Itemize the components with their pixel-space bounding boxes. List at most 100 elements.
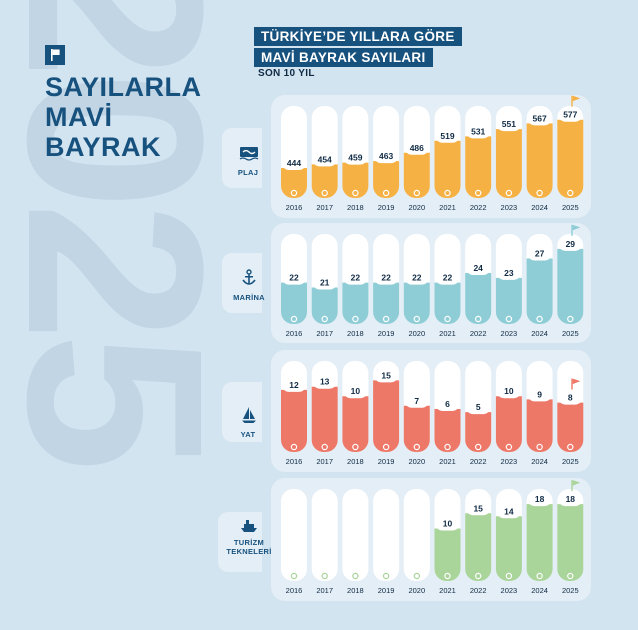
- year-label: 2023: [501, 203, 518, 212]
- year-label: 2022: [470, 586, 487, 595]
- value-label: 459: [348, 153, 362, 163]
- year-label: 2019: [378, 586, 395, 595]
- value-label-bg: [282, 156, 306, 171]
- bar-marker: [290, 189, 298, 197]
- bar: [465, 136, 492, 198]
- bar-slot: [342, 489, 369, 581]
- value-label: 5: [476, 402, 481, 412]
- category-label: MARİNA: [233, 293, 265, 302]
- value-label: 23: [504, 268, 514, 278]
- bar-marker: [505, 443, 513, 451]
- value-label: 10: [351, 386, 361, 396]
- flag-pole: [571, 378, 573, 390]
- bar: [281, 389, 307, 452]
- bar-marker: [290, 443, 298, 451]
- value-label-bg: [527, 387, 552, 402]
- value-label: 454: [318, 154, 332, 164]
- bar: [465, 273, 492, 324]
- highlight-flag-icon: [572, 480, 581, 486]
- flag-pole: [571, 224, 573, 236]
- anchor-icon: [242, 269, 256, 285]
- value-label: 29: [566, 239, 576, 249]
- bar: [434, 140, 461, 198]
- year-label: 2025: [562, 586, 579, 595]
- bar: [434, 408, 461, 452]
- category-label: YAT: [240, 430, 256, 439]
- value-label-bg: [466, 400, 491, 415]
- bar: [526, 258, 553, 324]
- chart-3: 2016 2017 2018 2019 2020 10 2021 15 2022 14 2023 18…: [281, 480, 584, 595]
- bar-marker: [475, 189, 482, 197]
- bar: [557, 504, 584, 581]
- bar-marker: [567, 572, 574, 580]
- value-label: 10: [443, 519, 453, 529]
- bar-marker: [475, 443, 482, 451]
- bar: [495, 277, 522, 324]
- value-label: 7: [414, 396, 419, 406]
- value-label: 22: [351, 273, 361, 283]
- chart-0: 444 2016 454 2017 459 2018 463 2019 486 2020 519 20…: [281, 95, 584, 212]
- value-label: 444: [287, 158, 301, 168]
- year-label: 2016: [286, 203, 303, 212]
- bar-marker: [290, 315, 298, 323]
- bar-marker: [444, 443, 451, 451]
- flag-icon: [45, 45, 65, 65]
- value-label-bg: [496, 117, 521, 132]
- bar: [311, 386, 338, 452]
- headline: TÜRKİYE’DE YILLARA GÖRE MAVİ BAYRAK SAYI…: [254, 27, 462, 69]
- year-label: 2016: [286, 329, 303, 338]
- year-label: 2020: [408, 586, 425, 595]
- bar-marker: [352, 189, 359, 197]
- main-title-line-3: BAYRAK: [45, 132, 162, 162]
- year-label: 2024: [531, 457, 548, 466]
- year-label: 2023: [501, 329, 518, 338]
- bar: [403, 282, 430, 324]
- year-label: 2021: [439, 457, 456, 466]
- value-label: 463: [379, 151, 393, 161]
- bar: [373, 282, 400, 324]
- bar: [311, 287, 338, 324]
- bar-marker: [536, 572, 543, 580]
- bar-marker: [444, 572, 451, 580]
- value-label-bg: [496, 384, 521, 399]
- bar: [342, 162, 369, 198]
- bar-marker: [321, 315, 328, 323]
- bar: [434, 528, 461, 581]
- value-label: 8: [568, 393, 573, 403]
- year-label: 2025: [562, 329, 579, 338]
- bar-slot: [281, 489, 307, 581]
- year-label: 2017: [316, 586, 333, 595]
- bar: [557, 402, 584, 452]
- bar-marker: [567, 189, 574, 197]
- year-label: 2018: [347, 586, 364, 595]
- value-label-bg: [527, 111, 552, 126]
- flag-pole: [571, 95, 573, 107]
- bar-marker: [290, 572, 298, 580]
- bar-marker: [444, 315, 451, 323]
- highlight-flag-icon: [572, 95, 581, 102]
- value-label: 18: [535, 494, 545, 504]
- year-label: 2022: [470, 457, 487, 466]
- ship-icon: [241, 520, 257, 532]
- bar: [495, 516, 522, 581]
- bar-slot: [373, 489, 400, 581]
- bar: [526, 123, 553, 198]
- bar: [342, 282, 369, 324]
- bar: [373, 161, 400, 198]
- year-label: 2017: [316, 457, 333, 466]
- value-label: 22: [381, 273, 391, 283]
- bar: [342, 396, 369, 452]
- bar-marker: [505, 572, 513, 580]
- bar-marker: [536, 443, 543, 451]
- value-label-bg: [374, 149, 399, 164]
- bar: [557, 248, 584, 324]
- year-label: 2018: [347, 329, 364, 338]
- value-label-bg: [435, 396, 460, 411]
- bar: [526, 504, 553, 581]
- value-label-bg: [343, 384, 368, 399]
- year-label: 2018: [347, 457, 364, 466]
- value-label: 531: [471, 126, 485, 136]
- value-label: 551: [502, 119, 516, 129]
- bar-marker: [382, 443, 390, 451]
- year-label: 2024: [531, 329, 548, 338]
